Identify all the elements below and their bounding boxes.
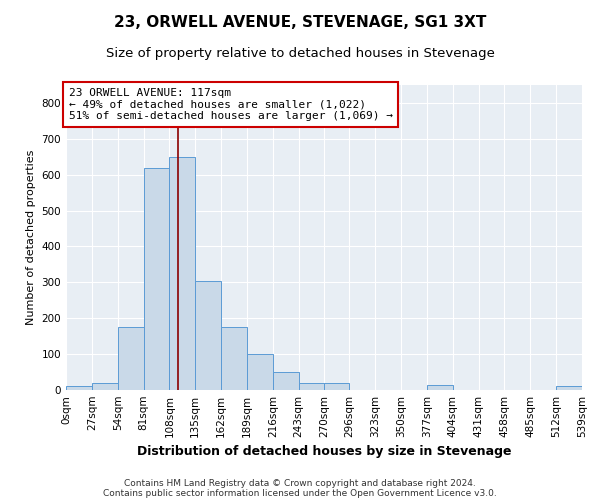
Bar <box>299 383 325 390</box>
Bar <box>556 386 582 390</box>
Bar <box>143 168 169 390</box>
X-axis label: Distribution of detached houses by size in Stevenage: Distribution of detached houses by size … <box>137 446 511 458</box>
Text: Contains public sector information licensed under the Open Government Licence v3: Contains public sector information licen… <box>103 488 497 498</box>
Text: 23, ORWELL AVENUE, STEVENAGE, SG1 3XT: 23, ORWELL AVENUE, STEVENAGE, SG1 3XT <box>114 15 486 30</box>
Bar <box>325 383 349 390</box>
Text: 23 ORWELL AVENUE: 117sqm
← 49% of detached houses are smaller (1,022)
51% of sem: 23 ORWELL AVENUE: 117sqm ← 49% of detach… <box>68 88 392 121</box>
Bar <box>118 327 143 390</box>
Text: Size of property relative to detached houses in Stevenage: Size of property relative to detached ho… <box>106 48 494 60</box>
Y-axis label: Number of detached properties: Number of detached properties <box>26 150 36 325</box>
Bar <box>247 354 273 390</box>
Bar <box>221 327 247 390</box>
Bar <box>66 386 92 390</box>
Bar <box>427 384 453 390</box>
Bar <box>169 157 195 390</box>
Bar <box>273 372 299 390</box>
Bar <box>195 280 221 390</box>
Text: Contains HM Land Registry data © Crown copyright and database right 2024.: Contains HM Land Registry data © Crown c… <box>124 478 476 488</box>
Bar <box>92 383 118 390</box>
